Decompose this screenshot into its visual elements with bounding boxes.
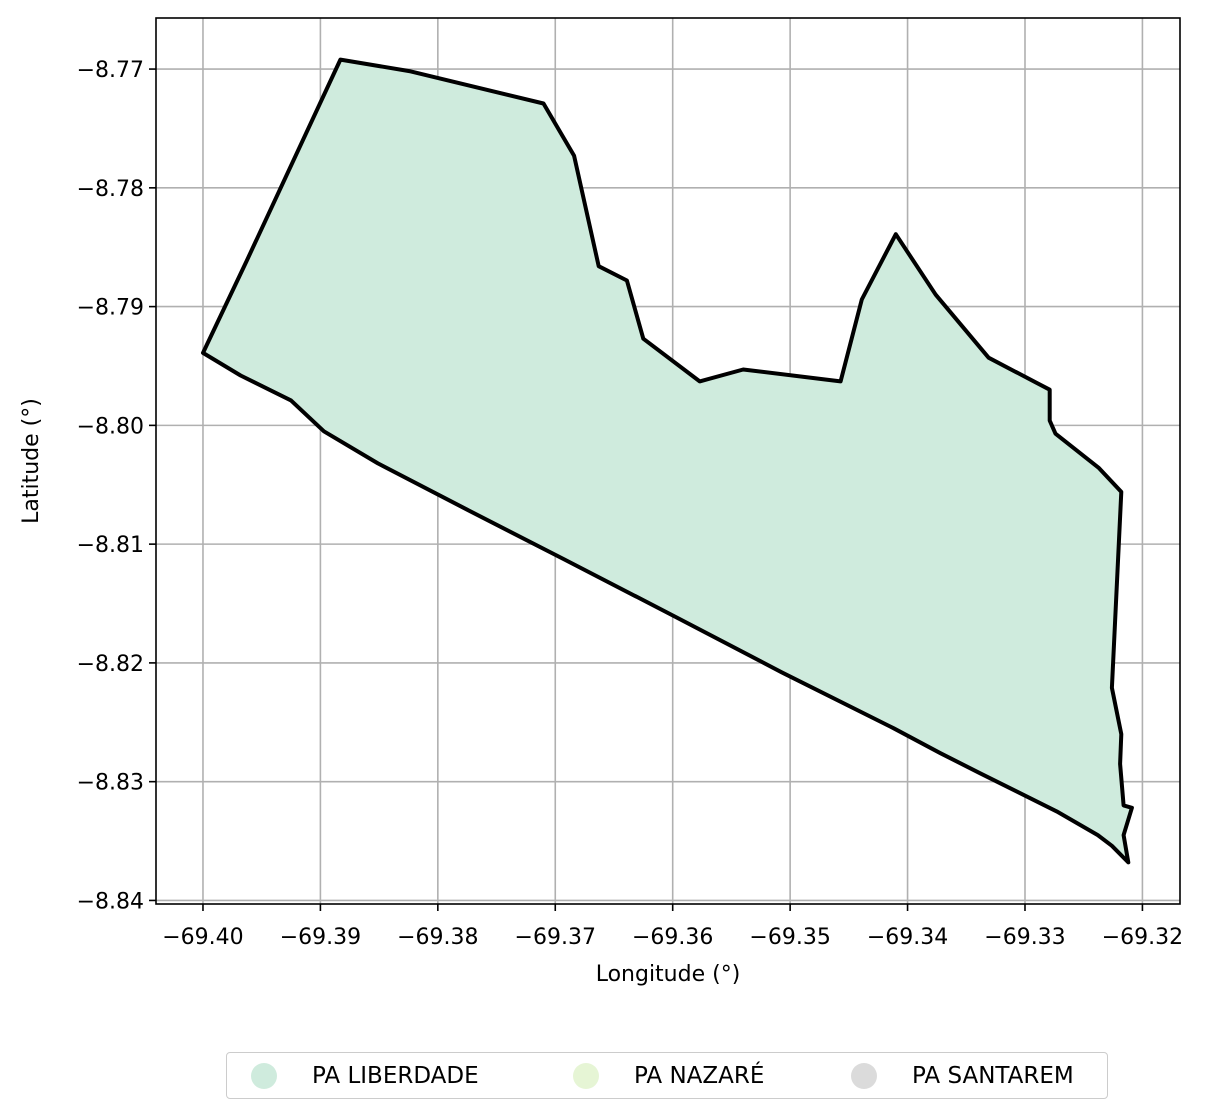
y-tick-label: −8.84	[77, 889, 144, 914]
x-tick-label: −69.35	[749, 925, 830, 950]
legend-item-nazare: PA NAZARÉ	[573, 1053, 764, 1098]
x-tick-label: −69.34	[867, 925, 948, 950]
legend-item-liberdade: PA LIBERDADE	[251, 1053, 479, 1098]
legend: PA LIBERDADE PA NAZARÉ PA SANTAREM	[226, 1052, 1108, 1099]
x-tick-label: −69.40	[162, 925, 243, 950]
x-tick-label: −69.39	[280, 925, 361, 950]
legend-item-santarem: PA SANTAREM	[851, 1053, 1074, 1098]
legend-label-nazare: PA NAZARÉ	[634, 1062, 765, 1089]
y-tick-label: −8.80	[77, 414, 144, 439]
y-tick-label: −8.82	[77, 652, 144, 677]
y-tick-label: −8.78	[77, 177, 144, 202]
legend-marker-liberdade	[251, 1062, 277, 1089]
y-tick-label: −8.79	[77, 296, 144, 321]
x-axis-label: Longitude (°)	[596, 962, 741, 987]
legend-marker-santarem	[851, 1062, 877, 1089]
legend-label-santarem: PA SANTAREM	[912, 1062, 1074, 1089]
y-tick-label: −8.83	[77, 771, 144, 796]
x-tick-label: −69.38	[397, 925, 478, 950]
map-figure: −69.40 −69.39 −69.38 −69.37 −69.36 −69.35 −69.…	[19, 17, 1183, 987]
y-tick-label: −8.77	[77, 58, 144, 83]
x-tick-label: −69.37	[515, 925, 596, 950]
polygon-layer	[201, 57, 1134, 865]
legend-label-liberdade: PA LIBERDADE	[312, 1062, 479, 1089]
y-tick-label: −8.81	[77, 533, 144, 558]
x-tick-label: −69.32	[1102, 925, 1183, 950]
x-tick-label: −69.33	[984, 925, 1065, 950]
y-axis-label: Latitude (°)	[19, 398, 44, 524]
plot-frame	[155, 17, 1181, 905]
polygon-pa-liberdade	[201, 57, 1134, 865]
legend-marker-nazare	[573, 1062, 599, 1089]
x-ticks: −69.40 −69.39 −69.38 −69.37 −69.36 −69.35 −69.…	[162, 904, 1183, 950]
y-ticks: −8.77 −8.78 −8.79 −8.80 −8.81 −8.82 −8.83 −8.84	[77, 58, 156, 914]
x-tick-label: −69.36	[632, 925, 713, 950]
